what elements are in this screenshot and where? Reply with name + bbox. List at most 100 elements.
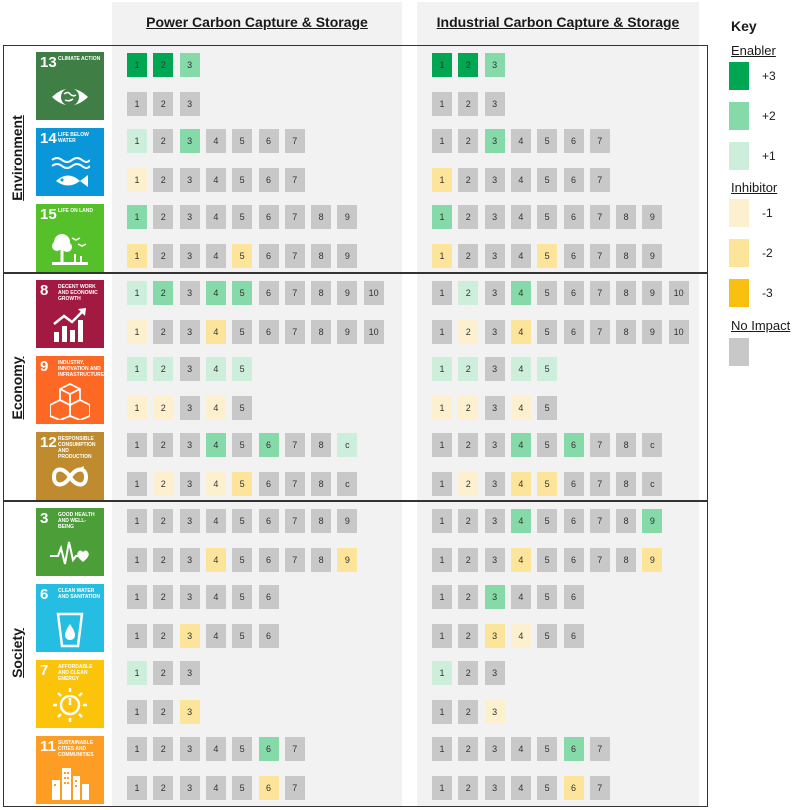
target-cell-industrial-inhibitor: 4	[510, 244, 531, 268]
target-cell-power-enabler: 2	[153, 737, 174, 761]
key-title: Key	[731, 18, 757, 34]
target-cell-industrial-inhibitor: c	[642, 472, 663, 496]
target-cell-industrial-inhibitor: 1	[432, 92, 452, 116]
sdg-goal-number: 3	[40, 510, 49, 527]
target-cell-power-inhibitor: 5	[232, 472, 253, 496]
target-cell-industrial-inhibitor: 3	[484, 548, 505, 572]
target-cell-power-inhibitor: 4	[205, 472, 226, 496]
target-cell-industrial-enabler: 1	[432, 53, 452, 77]
target-cell-industrial-enabler: 1	[432, 737, 452, 761]
target-cell-power-inhibitor: 6	[258, 776, 279, 800]
target-cell-power-inhibitor: 6	[258, 548, 279, 572]
target-cell-power-enabler: 5	[232, 281, 253, 305]
target-cell-power-enabler: 3	[179, 661, 200, 685]
target-cell-power-enabler: 2	[153, 509, 174, 533]
sdg-goal-number: 9	[40, 358, 49, 375]
target-cell-power-inhibitor: 2	[153, 624, 174, 648]
target-cell-power-enabler: 5	[232, 205, 253, 229]
key-inhibitor-2-swatch	[729, 239, 749, 267]
target-cell-power-enabler: 2	[153, 433, 174, 457]
key-enabler-2-swatch	[729, 102, 749, 130]
target-cell-power-inhibitor: 1	[127, 700, 147, 724]
sdg-goal-number: 7	[40, 662, 49, 679]
target-cell-power-inhibitor: 1	[127, 776, 147, 800]
category-label-economy: Economy	[9, 356, 25, 420]
target-cell-industrial-inhibitor: 3	[484, 700, 505, 724]
target-cell-industrial-inhibitor: 4	[510, 168, 531, 192]
target-cell-power-inhibitor: 4	[205, 548, 226, 572]
target-cell-industrial-inhibitor: 2	[458, 472, 479, 496]
target-cell-industrial-inhibitor: 6	[563, 548, 584, 572]
target-cell-industrial-inhibitor: 7	[589, 320, 610, 344]
sdg-goal-number: 12	[40, 434, 57, 451]
target-cell-industrial-inhibitor: 8	[616, 472, 637, 496]
target-cell-industrial-inhibitor: 2	[458, 776, 479, 800]
target-cell-industrial-inhibitor: 7	[589, 244, 610, 268]
target-cell-industrial-enabler: 6	[563, 205, 584, 229]
target-cell-industrial-enabler: 2	[458, 357, 479, 381]
sdg-goal-title: Life Below Water	[58, 132, 89, 144]
target-cell-industrial-enabler: 8	[616, 509, 637, 533]
target-cell-power-inhibitor: 6	[258, 472, 279, 496]
target-cell-power-inhibitor: 2	[153, 244, 174, 268]
target-cell-industrial-enabler: 4	[510, 129, 531, 153]
target-cell-industrial-enabler: 1	[432, 433, 452, 457]
target-cell-power-enabler: 1	[127, 509, 147, 533]
target-cell-industrial-enabler: 3	[484, 205, 505, 229]
target-cell-power-inhibitor: 7	[284, 320, 305, 344]
target-cell-power-inhibitor: 1	[127, 472, 147, 496]
target-cell-power-inhibitor: 6	[258, 244, 279, 268]
target-cell-industrial-inhibitor: 7	[589, 472, 610, 496]
target-cell-power-inhibitor: 3	[179, 92, 200, 116]
target-cell-industrial-inhibitor: 3	[484, 776, 505, 800]
target-cell-power-enabler: 6	[258, 281, 279, 305]
target-cell-industrial-inhibitor: 8	[616, 320, 637, 344]
target-cell-industrial-enabler: 6	[563, 509, 584, 533]
target-cell-industrial-enabler: 4	[510, 509, 531, 533]
category-label-society: Society	[9, 628, 25, 678]
target-cell-power-enabler: 4	[205, 281, 226, 305]
target-cell-industrial-enabler: 6	[563, 281, 584, 305]
target-cell-industrial-enabler: 5	[537, 129, 558, 153]
target-cell-power-enabler: 2	[153, 281, 174, 305]
target-cell-power-inhibitor: 1	[127, 168, 147, 192]
target-cell-power-inhibitor: 2	[153, 396, 174, 420]
target-cell-power-enabler: 9	[337, 281, 358, 305]
target-cell-industrial-enabler: 9	[642, 509, 663, 533]
target-cell-power-inhibitor: 6	[258, 320, 279, 344]
target-cell-industrial-inhibitor: 5	[537, 244, 558, 268]
target-cell-industrial-inhibitor: 6	[563, 320, 584, 344]
target-cell-power-inhibitor: 3	[179, 168, 200, 192]
target-cell-industrial-enabler: 6	[563, 737, 584, 761]
target-cell-industrial-inhibitor: 5	[537, 776, 558, 800]
target-cell-industrial-inhibitor: 8	[616, 548, 637, 572]
target-cell-power-inhibitor: 5	[232, 244, 253, 268]
target-cell-power-enabler: 9	[337, 205, 358, 229]
target-cell-power-enabler: 4	[205, 205, 226, 229]
target-cell-industrial-enabler: 1	[432, 585, 452, 609]
target-cell-power-inhibitor: 5	[232, 396, 253, 420]
target-cell-industrial-inhibitor: 1	[432, 700, 452, 724]
target-cell-industrial-inhibitor: 3	[484, 320, 505, 344]
target-cell-power-enabler: c	[337, 433, 358, 457]
key-inhibitor-heading: Inhibitor	[731, 180, 778, 195]
target-cell-industrial-enabler: 5	[537, 357, 558, 381]
sdg-goal-6-tile: 6 Clean Water and Sanitation	[36, 584, 104, 652]
sdg-goal-title: Responsible Consumption and Production	[58, 436, 96, 460]
target-cell-power-inhibitor: 4	[205, 624, 226, 648]
target-cell-power-enabler: 8	[311, 509, 332, 533]
target-cell-power-enabler: 3	[179, 433, 200, 457]
target-cell-industrial-inhibitor: 6	[563, 624, 584, 648]
sdg-goal-15-tile: 15 Life On Land	[36, 204, 104, 272]
target-cell-power-inhibitor: 9	[337, 244, 358, 268]
sdg-goal-number: 15	[40, 206, 57, 223]
target-cell-power-enabler: 2	[153, 585, 174, 609]
target-cell-industrial-enabler: 2	[458, 281, 479, 305]
target-cell-power-enabler: 2	[153, 53, 174, 77]
target-cell-power-enabler: 1	[127, 53, 147, 77]
sdg-goal-title: Decent Work and Economic Growth	[58, 284, 98, 302]
target-cell-industrial-enabler: 8	[616, 205, 637, 229]
sdg-goal-title: Affordable and Clean Energy	[58, 664, 93, 682]
target-cell-industrial-enabler: 7	[589, 737, 610, 761]
